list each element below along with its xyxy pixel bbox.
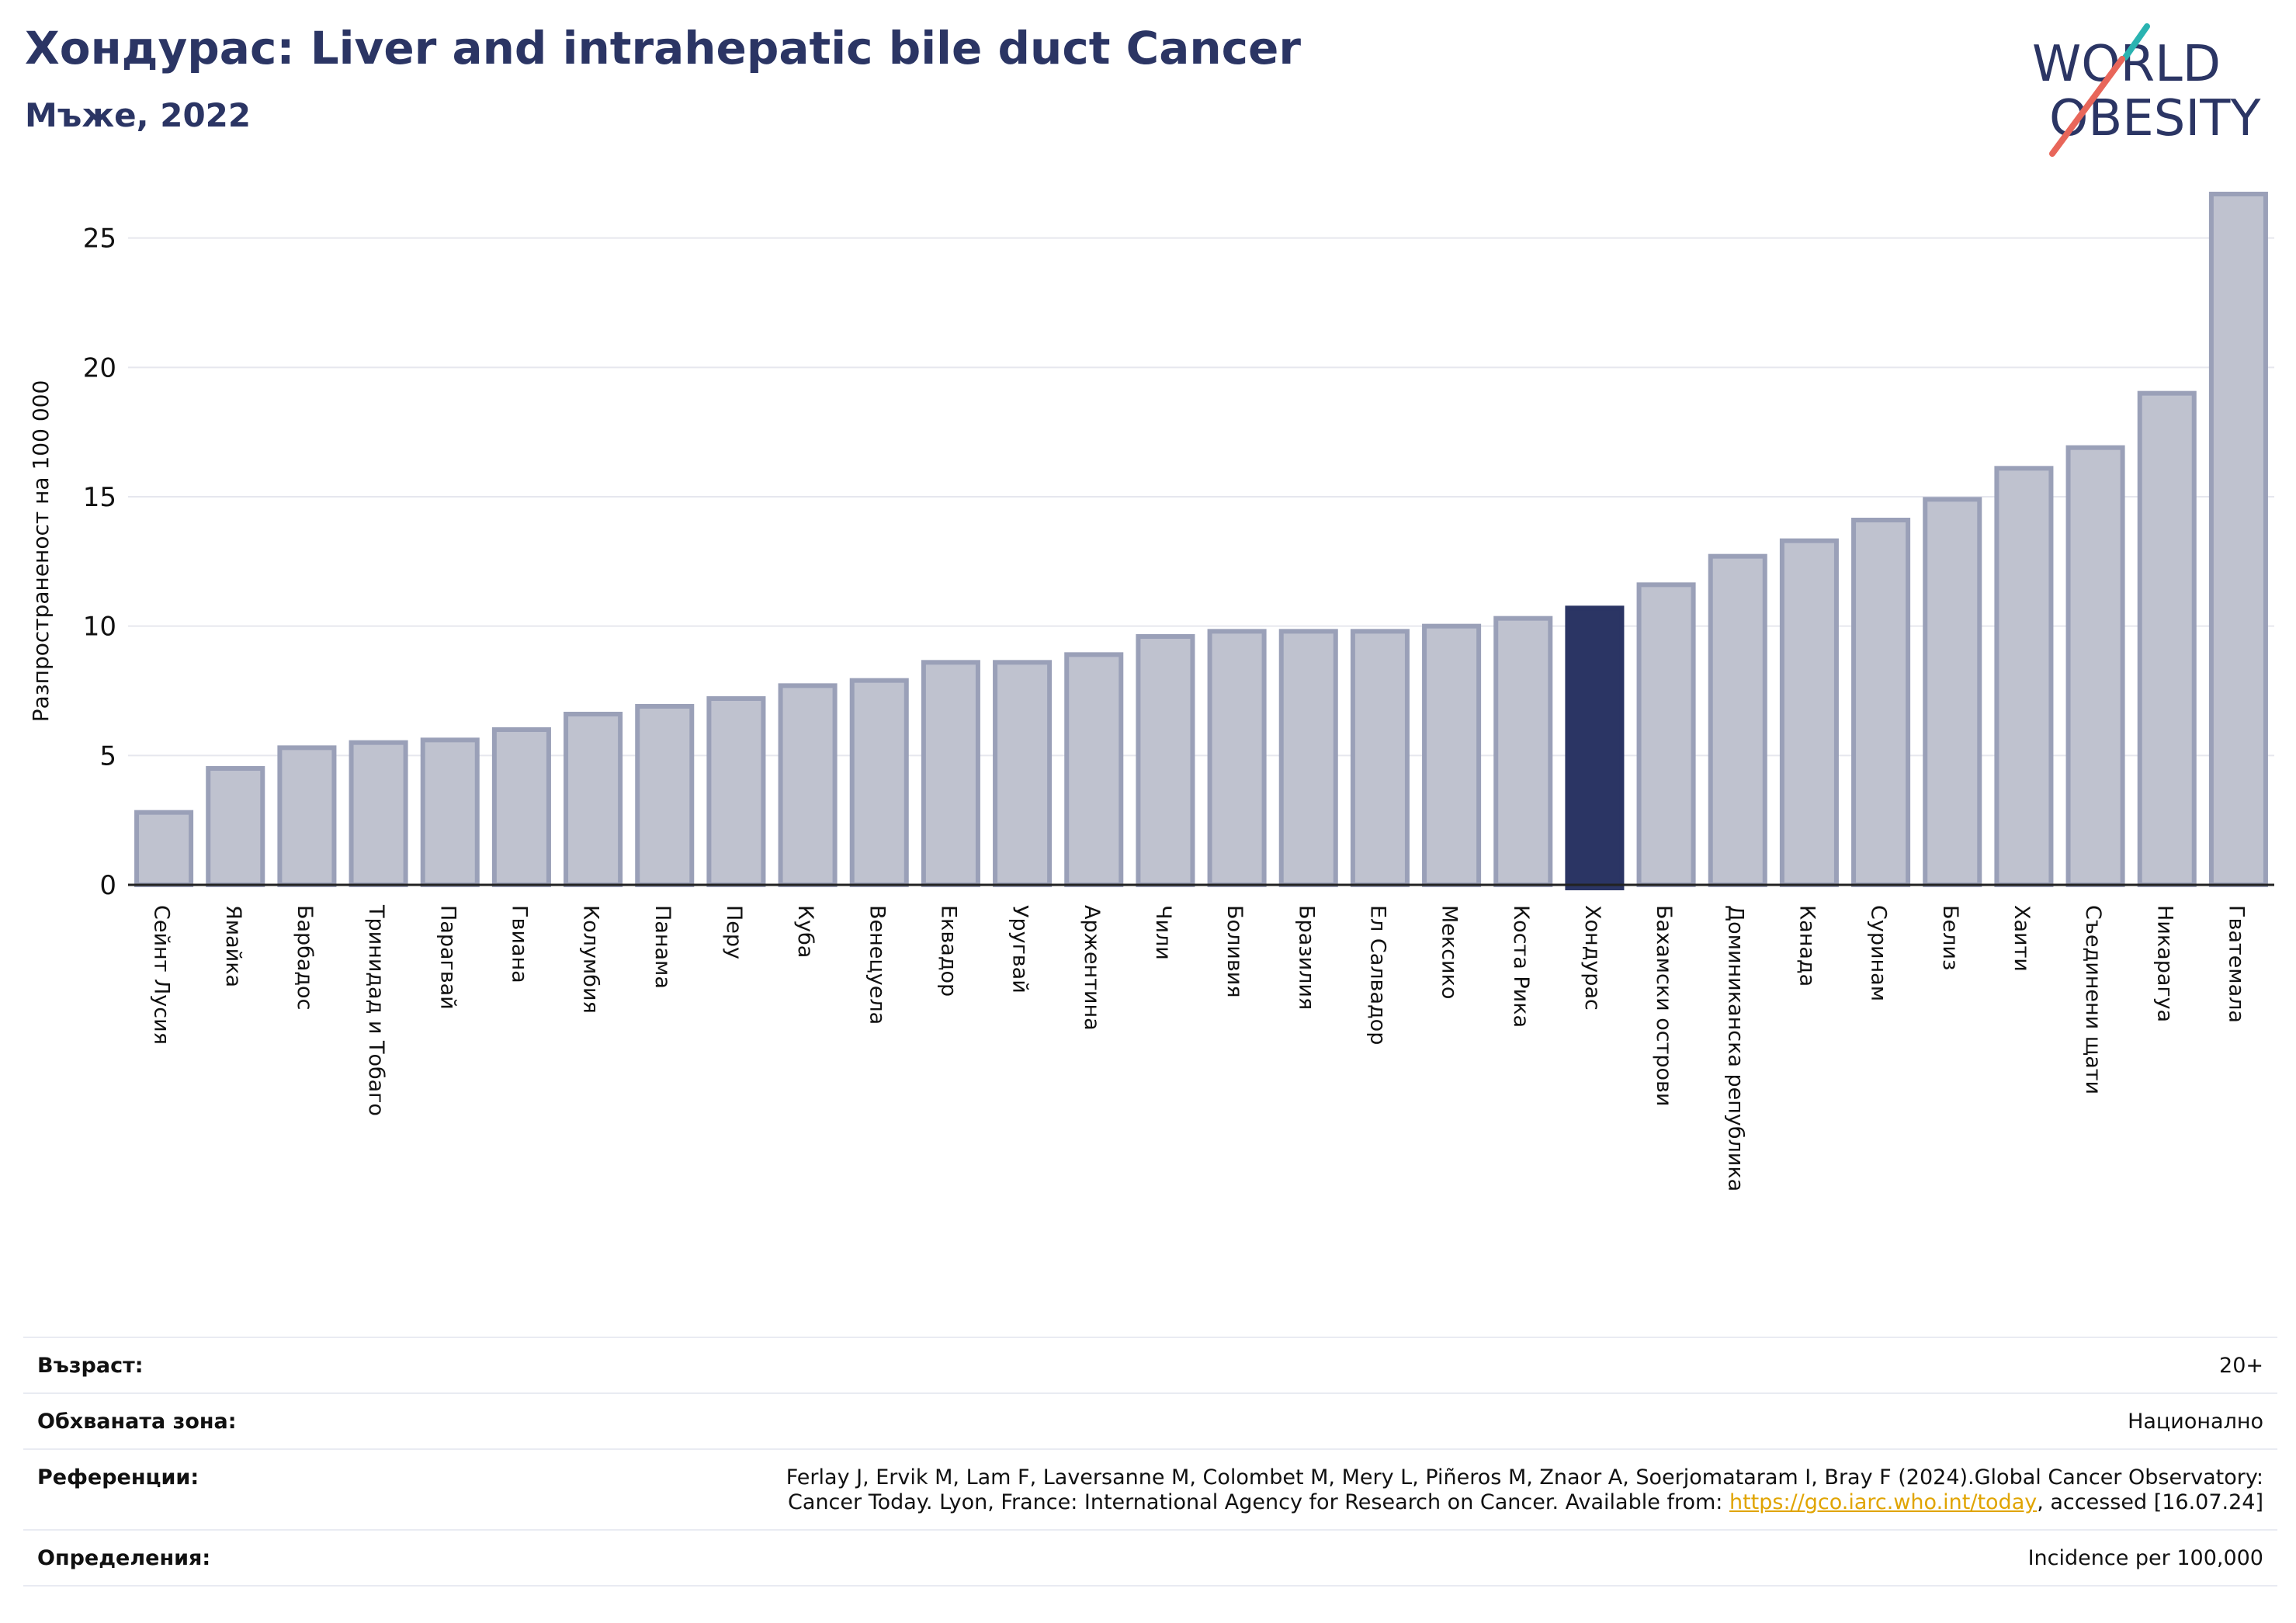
bar [1636,582,1696,887]
bar [2065,445,2125,887]
references-value: Ferlay J, Ervik M, Lam F, Laversanne M, … [786,1465,2263,1515]
bar [349,740,408,888]
reference-accessed: , accessed [16.07.24] [2037,1490,2263,1514]
logo-coral-stroke [2049,56,2125,157]
age-value: 20+ [2219,1354,2263,1378]
bar [993,660,1053,887]
x-tick-label: Колумбия [579,905,603,1014]
bar [134,810,194,887]
definitions-value: Incidence per 100,000 [2027,1546,2263,1570]
bar [1779,538,1839,888]
info-row-definitions: Определения: Incidence per 100,000 [23,1529,2277,1587]
x-tick-label: Гвиана [507,905,531,983]
x-tick-label: Никарагуа [2152,905,2176,1022]
x-tick-label: Коста Рика [1509,905,1533,1028]
axes: 0 5 10 15 20 25 [83,224,2274,901]
x-tick-label: Канада [1795,905,1819,987]
y-tick-label: 20 [83,352,116,383]
bar [2137,390,2197,887]
x-tick-label: Барбадос [293,905,317,1010]
bar [1493,616,1553,888]
y-tick-label: 10 [83,612,116,643]
y-tick-label: 5 [99,740,116,772]
y-tick-label: 15 [83,482,116,513]
bar [420,737,480,887]
bar [277,745,337,887]
references-label: Референции: [37,1465,199,1489]
page-subtitle: Мъже, 2022 [25,96,251,134]
x-tick-label: Парагвай [435,905,460,1010]
x-tick-label: Бразилия [1294,905,1318,1010]
area-label: Обхваната зона: [37,1410,237,1434]
x-tick-label: Чили [1151,905,1175,960]
bar [1064,652,1124,887]
logo-line2: OBESITY [2049,90,2261,147]
grid-lines [128,237,2274,757]
reference-link[interactable]: https://gco.iarc.who.int/today [1729,1490,2038,1514]
x-tick-label: Венецуела [865,905,889,1025]
bar [1994,466,2054,887]
x-tick-label: Уругвай [1008,905,1032,994]
bars [134,192,2268,890]
y-tick-label: 0 [99,870,116,901]
bar-highlighted [1565,605,1625,890]
x-tick-label: Панама [650,905,675,989]
info-row-references: Референции: Ferlay J, Ervik M, Lam F, La… [23,1448,2277,1529]
x-tick-label: Ямайка [221,905,245,987]
bar [635,704,695,887]
definitions-label: Определения: [37,1546,211,1570]
bar [921,660,980,887]
world-obesity-logo: WORLD OBESITY [2032,23,2261,157]
x-tick-label: Сейнт Лусия [150,905,174,1045]
x-tick-label: Гватемала [2224,905,2248,1023]
x-tick-label: Аржентина [1080,905,1104,1031]
bar [849,678,909,888]
bar [1350,629,1410,887]
bar [1851,518,1911,887]
x-tick-label: Хаити [2010,905,2034,972]
age-label: Възраст: [37,1354,144,1378]
x-tick-label: Еквадор [936,905,960,997]
info-row-age: Възраст: 20+ [23,1337,2277,1392]
x-tick-label: Перу [722,905,746,959]
x-tick-label: Съединени щати [2081,905,2105,1094]
bar [206,766,265,887]
logo-line1: WORLD [2032,36,2221,93]
bar [564,712,623,887]
bar [1207,629,1267,887]
y-axis-label: Разпространеност на 100 000 [28,380,54,723]
x-tick-label: Доминиканска република [1723,905,1747,1191]
page-title: Хондурас: Liver and intrahepatic bile du… [25,22,1301,75]
x-tick-label: Тринидад и Тобаго [364,904,388,1116]
bar [1278,629,1338,887]
x-tick-label: Белиз [1938,905,1962,970]
bar-chart: 0 5 10 15 20 25 Сейнт Лусия Ямайка Барбадос Трин… [28,192,2274,1191]
area-value: Национално [2128,1410,2263,1434]
bar [778,683,838,887]
reference-text: Cancer Today. Lyon, France: Internationa… [788,1490,1729,1514]
bar [1923,497,1982,887]
reference-line-1: Ferlay J, Ervik M, Lam F, Laversanne M, … [786,1465,2263,1489]
bar [1422,623,1482,888]
bar [706,696,766,887]
info-table: Възраст: 20+ Обхваната зона: Национално … [23,1337,2277,1587]
x-tick-label: Суринам [1867,905,1891,1001]
x-tick-label: Мексико [1438,905,1462,999]
bar [491,727,551,887]
logo-teal-stroke [2122,23,2150,61]
bar [1136,634,1195,887]
x-tick-labels: Сейнт Лусия Ямайка Барбадос Тринидад и Тоба… [150,904,2249,1191]
reference-line-2: Cancer Today. Lyon, France: Internationa… [786,1490,2263,1515]
bar [2208,192,2268,887]
y-tick-label: 25 [83,224,116,255]
x-tick-label: Куба [793,905,817,958]
x-tick-label: Ел Салвадор [1365,905,1389,1045]
info-row-area: Обхваната зона: Национално [23,1392,2277,1448]
bar [1708,553,1767,888]
x-tick-label: Боливия [1223,905,1247,998]
x-tick-label: Хондурас [1580,905,1604,1011]
x-tick-label: Бахамски острови [1652,905,1676,1106]
